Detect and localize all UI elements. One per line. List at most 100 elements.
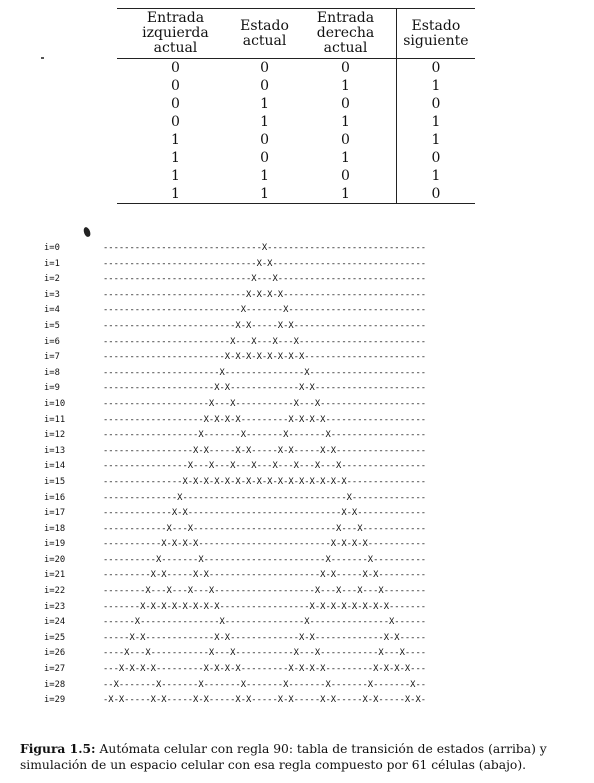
iteration-label: i=24 xyxy=(44,617,66,628)
table-cell: 1 xyxy=(395,167,475,185)
table-cell: 1 xyxy=(117,185,234,204)
simulation-row: i=10 --------------------X---X-----------… xyxy=(44,397,426,413)
simulation-row: i=25 -----X-X-------------X-X------------… xyxy=(44,631,426,647)
cell-states: --------------X-------------------------… xyxy=(103,492,427,503)
cell-states: -----X-X-------------X-X-------------X-X… xyxy=(103,632,427,643)
simulation-row: i=22 --------X---X---X---X---------------… xyxy=(44,584,426,600)
cell-states: ----X---X-----------X---X-----------X---… xyxy=(103,648,427,659)
table-row: 1 0 0 1 xyxy=(117,131,475,149)
iteration-label: i=27 xyxy=(44,664,66,675)
simulation-row: i=5 -------------------------X-X-----X-X-… xyxy=(44,319,426,335)
iteration-label: i=19 xyxy=(44,539,66,550)
cell-states: -------------------X-X-X-X---------X-X-X… xyxy=(103,414,427,425)
cell-states: -----------X-X-X-X----------------------… xyxy=(103,539,427,550)
simulation-row: i=11 -------------------X-X-X-X---------X… xyxy=(44,413,426,429)
iteration-label: i=13 xyxy=(44,445,66,456)
table-row: 1 1 0 1 xyxy=(117,167,475,185)
simulation-row: i=24 ------X---------------X-------------… xyxy=(44,615,426,631)
iteration-label: i=16 xyxy=(44,492,66,503)
table-row: 1 0 1 0 xyxy=(117,149,475,167)
table-cell: 0 xyxy=(395,185,475,204)
cell-states: ------------------X-------X-------X-----… xyxy=(103,430,427,441)
table-cell: 1 xyxy=(341,77,350,94)
iteration-label: i=0 xyxy=(44,243,60,253)
table-cell: 1 xyxy=(395,113,475,131)
cell-states: --------X---X---X---X-------------------… xyxy=(103,586,427,597)
caption-text: Autómata celular con regla 90: tabla de … xyxy=(20,742,547,772)
simulation-row: i=16 --------------X---------------------… xyxy=(44,491,426,507)
cell-states: ----------------X---X---X---X---X---X---… xyxy=(103,461,427,472)
cell-states: ---------------------X-X-------------X-X… xyxy=(103,383,427,394)
simulation-row: i=6 ------------------------X---X---X---X… xyxy=(44,335,426,351)
cell-states: -X-X-----X-X-----X-X-----X-X-----X-X----… xyxy=(103,695,427,706)
table-cell: 1 xyxy=(295,185,397,204)
table-cell: 0 xyxy=(341,131,350,148)
header-current-state: Estado actual xyxy=(233,8,296,59)
simulation-row: i=3 ---------------------------X-X-X-X---… xyxy=(44,288,426,304)
cell-states: ---------------------------X-X-X-X------… xyxy=(103,289,427,300)
iteration-label: i=10 xyxy=(44,398,66,409)
iteration-label: i=26 xyxy=(44,648,66,659)
iteration-label: i=11 xyxy=(44,414,66,425)
table-cell: 1 xyxy=(233,185,296,204)
iteration-label: i=23 xyxy=(44,601,66,612)
table-cell: 1 xyxy=(395,131,475,149)
cell-states: --------------------X---X-----------X---… xyxy=(103,398,427,409)
iteration-label: i=7 xyxy=(44,352,60,363)
cell-states: ------X---------------X---------------X-… xyxy=(103,617,427,628)
table-cell: 0 xyxy=(170,95,180,112)
stray-mark xyxy=(41,57,44,59)
cell-states: --------------------------X-------X-----… xyxy=(103,305,427,316)
iteration-label: i=14 xyxy=(44,461,66,472)
table-cell: 0 xyxy=(341,167,350,184)
table-cell: 1 xyxy=(260,167,269,184)
cell-states: -----------------X-X-----X-X-----X-X----… xyxy=(103,445,427,456)
iteration-label: i=9 xyxy=(44,383,60,394)
cell-states: ------------------------------X---------… xyxy=(103,243,427,253)
cell-states: ------------------------X---X---X---X---… xyxy=(103,336,427,347)
simulation-row: i=17 -------------X-X--------------------… xyxy=(44,506,426,522)
simulation-row: i=9 ---------------------X-X-------------… xyxy=(44,381,426,397)
transition-table-container: Entrada izquierda actual Estado actual Ent… xyxy=(117,8,475,204)
iteration-label: i=20 xyxy=(44,554,66,565)
cell-states: ---------X-X-----X-X--------------------… xyxy=(103,570,427,581)
table-cell: 1 xyxy=(170,149,180,166)
table-cell: 0 xyxy=(341,95,350,112)
table-cell: 1 xyxy=(260,113,269,130)
table-row: 0 1 1 1 xyxy=(117,113,475,131)
table-header-row: Entrada izquierda actual Estado actual Ent… xyxy=(117,8,475,59)
simulation-row: i=15 ---------------X-X-X-X-X-X-X-X-X-X-X… xyxy=(44,475,426,491)
iteration-label: i=15 xyxy=(44,476,66,487)
iteration-label: i=17 xyxy=(44,508,66,519)
simulation-row: i=12 ------------------X-------X-------X-… xyxy=(44,428,426,444)
iteration-label: i=8 xyxy=(44,367,60,378)
iteration-label: i=1 xyxy=(44,258,60,269)
simulation-row: i=26 ----X---X-----------X---X-----------… xyxy=(44,646,426,662)
cell-states: ----------------------X---------------X-… xyxy=(103,367,427,378)
cell-states: ----------------------------X---X-------… xyxy=(103,274,427,285)
cell-states: --X-------X-------X-------X-------X-----… xyxy=(103,679,427,690)
iteration-label: i=12 xyxy=(44,430,66,441)
simulation-row: i=7 -----------------------X-X-X-X-X-X-X-… xyxy=(44,350,426,366)
simulation-row: i=19 -----------X-X-X-X------------------… xyxy=(44,537,426,553)
table-cell: 0 xyxy=(260,131,269,148)
iteration-label: i=21 xyxy=(44,570,66,581)
cellular-automaton-simulation: i=0 ------------------------------X------… xyxy=(44,241,426,709)
table-row: 0 0 1 1 xyxy=(117,77,475,95)
simulation-row: i=0 ------------------------------X------… xyxy=(44,241,426,257)
simulation-row: i=18 ------------X---X-------------------… xyxy=(44,522,426,538)
table-cell: 1 xyxy=(341,113,350,130)
iteration-label: i=22 xyxy=(44,586,66,597)
caption-label: Figura 1.5: xyxy=(20,741,96,756)
iteration-label: i=3 xyxy=(44,289,60,300)
table-cell: 0 xyxy=(170,77,180,94)
table-cell: 1 xyxy=(260,95,269,112)
cell-states: ------------X---X-----------------------… xyxy=(103,523,427,534)
iteration-label: i=29 xyxy=(44,695,66,706)
simulation-row: i=2 ----------------------------X---X----… xyxy=(44,272,426,288)
table-cell: 1 xyxy=(395,77,475,95)
table-cell: 0 xyxy=(395,149,475,167)
iteration-label: i=6 xyxy=(44,336,60,347)
cell-states: ----------X-------X---------------------… xyxy=(103,554,427,565)
